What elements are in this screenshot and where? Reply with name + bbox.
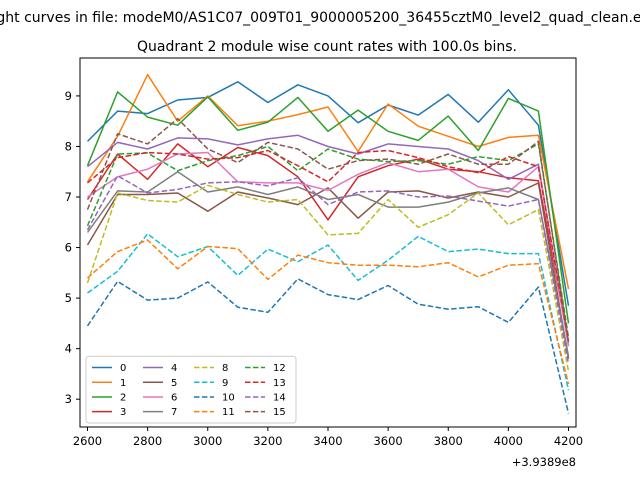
legend-box	[85, 355, 297, 424]
series-line-13	[87, 149, 570, 342]
series-line-14	[86, 175, 570, 364]
y-tick-label: 5	[65, 291, 72, 305]
y-tick-label: 6	[65, 241, 72, 255]
series-line-3	[86, 143, 570, 343]
series-line-6	[87, 151, 570, 347]
x-tick-label: 3600	[373, 434, 402, 448]
y-tick-label: 3	[65, 392, 72, 406]
legend-label-7: 7	[171, 407, 177, 418]
series-layer	[86, 73, 570, 414]
series-line-9	[87, 233, 570, 391]
x-tick-label: 2800	[133, 434, 162, 448]
x-tick-label: 3400	[313, 434, 342, 448]
series-line-10	[86, 278, 570, 414]
legend-label-1: 1	[120, 378, 126, 389]
chart-title: Quadrant 2 module wise count rates with …	[137, 39, 517, 55]
series-line-12	[86, 143, 570, 338]
legend-label-6: 6	[171, 392, 177, 403]
legend-label-9: 9	[222, 378, 228, 389]
x-tick-label: 4200	[554, 434, 583, 448]
series-line-11	[87, 239, 570, 385]
legend-label-11: 11	[222, 407, 235, 418]
legend-label-3: 3	[120, 407, 126, 418]
x-tick-label: 4000	[494, 434, 523, 448]
legend-label-10: 10	[222, 392, 235, 403]
legend-label-4: 4	[171, 363, 177, 374]
x-tick-label: 3000	[193, 434, 222, 448]
y-axis: 3 4 5 6 7 8 9	[65, 89, 80, 406]
series-line-2	[86, 91, 570, 324]
legend-label-8: 8	[222, 363, 228, 374]
series-line-5	[86, 182, 570, 359]
legend-label-13: 13	[273, 378, 286, 389]
x-tick-label: 3200	[253, 434, 282, 448]
legend-label-0: 0	[120, 363, 126, 374]
y-tick-label: 4	[65, 342, 72, 356]
y-tick-label: 8	[65, 139, 72, 153]
y-tick-label: 9	[65, 89, 72, 103]
x-offset-label: +3.9389e8	[512, 455, 576, 469]
x-tick-label: 3800	[434, 434, 463, 448]
legend-label-15: 15	[273, 407, 286, 418]
x-axis: 2600 2800 3000 3200 3400 3600 3800 4000 4200	[73, 427, 583, 448]
legend-label-12: 12	[273, 363, 286, 374]
series-line-7	[86, 170, 570, 357]
legend-label-5: 5	[171, 378, 177, 389]
series-line-15	[86, 117, 570, 343]
x-tick-label: 2600	[73, 434, 102, 448]
series-line-8	[86, 184, 570, 372]
series-line-1	[86, 73, 570, 290]
y-tick-label: 7	[65, 190, 72, 204]
legend-label-14: 14	[273, 392, 286, 403]
legend-label-2: 2	[120, 392, 126, 403]
figure-suptitle: Light curves in file: modeM0/AS1C07_009T…	[0, 10, 640, 26]
